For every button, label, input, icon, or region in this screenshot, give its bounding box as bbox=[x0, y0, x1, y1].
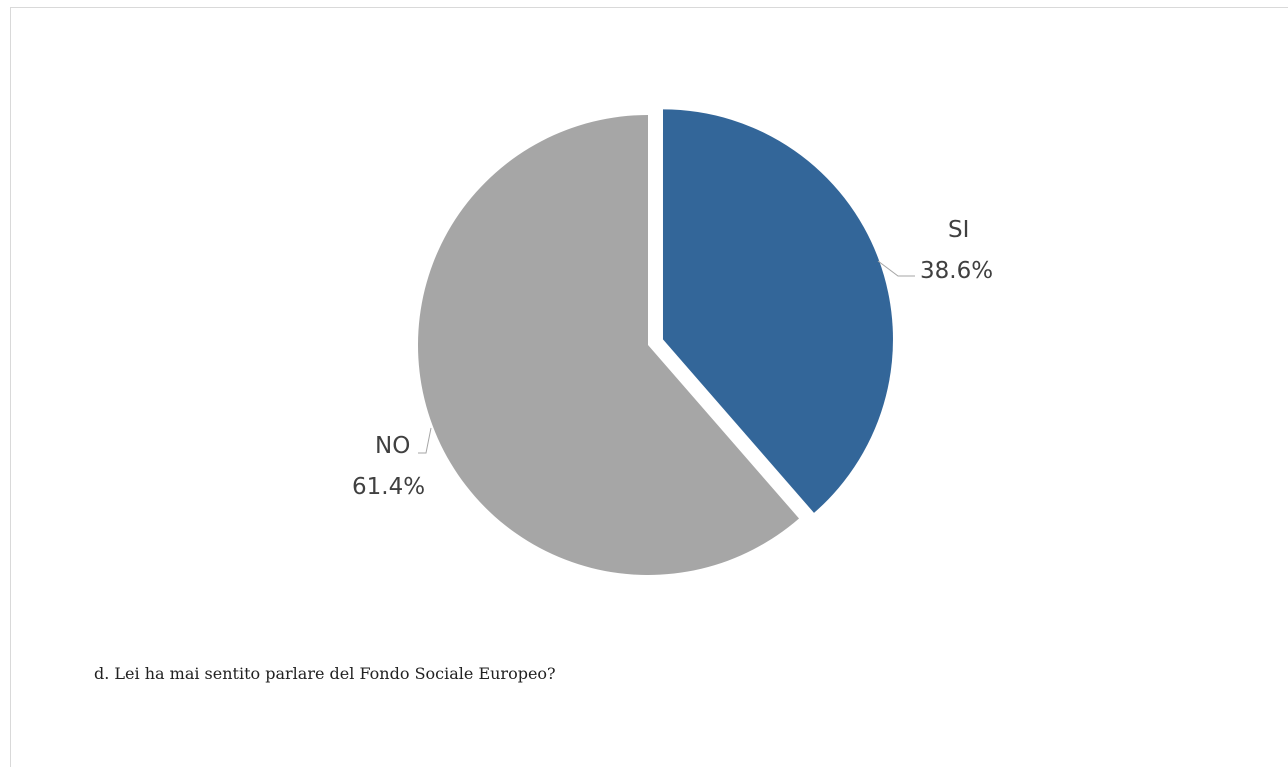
leader-lines bbox=[418, 260, 915, 454]
leader-line-si bbox=[877, 260, 915, 277]
chart-caption: d. Lei ha mai sentito parlare del Fondo … bbox=[94, 664, 556, 683]
pie-slice-si bbox=[662, 109, 893, 513]
slice-label-no-name: NO bbox=[375, 433, 410, 459]
pie-chart: SI 38.6% NO 61.4% bbox=[352, 109, 993, 576]
slice-label-si-value: 38.6% bbox=[920, 258, 993, 284]
pie-slices bbox=[417, 109, 893, 576]
leader-line-no bbox=[418, 427, 432, 454]
slice-label-si-name: SI bbox=[948, 217, 969, 243]
pie-slice-no bbox=[417, 115, 800, 576]
slice-label-no-value: 61.4% bbox=[352, 474, 425, 500]
chart-frame bbox=[10, 7, 1288, 767]
